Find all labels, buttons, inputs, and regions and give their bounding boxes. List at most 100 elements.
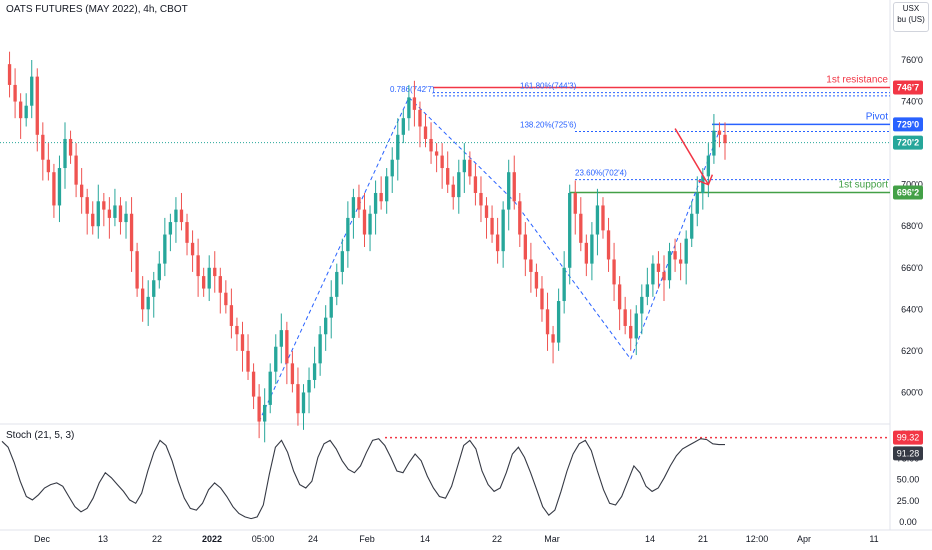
- candle-body: [351, 197, 356, 218]
- fib-label: 161.80%(744'3): [520, 82, 577, 91]
- price-tick-label: 640'0: [901, 304, 923, 314]
- level-price-tag-bg: [893, 185, 923, 200]
- currency-unit-button[interactable]: USX bu (US): [893, 2, 929, 32]
- candle-body: [129, 213, 134, 252]
- price-tick-label: 700'0: [901, 180, 923, 190]
- currency-label: USX: [902, 4, 920, 13]
- candle-body: [63, 138, 67, 169]
- candle-body: [568, 192, 572, 268]
- level-label: 1st support: [839, 179, 889, 190]
- time-tick-label: 14: [645, 534, 655, 544]
- fib-label: 23.60%(702'4): [575, 169, 627, 178]
- candle-body: [595, 205, 600, 235]
- chart-title: OATS FUTURES (MAY 2022), 4h, CBOT: [6, 4, 188, 15]
- candle-body: [695, 192, 699, 214]
- level-price-tag: 696'2: [897, 187, 919, 197]
- candle-body: [74, 155, 78, 185]
- candle-body: [523, 234, 528, 260]
- time-tick-label: 14: [420, 534, 430, 544]
- candle-body: [579, 213, 583, 243]
- candle-body: [279, 330, 283, 347]
- candle-body: [407, 97, 411, 119]
- candle-body: [601, 205, 605, 231]
- candle-body: [490, 217, 494, 235]
- projection-arrow: [674, 128, 710, 186]
- candle-body: [268, 371, 272, 405]
- candle-body: [240, 334, 245, 351]
- candle-body: [312, 363, 317, 380]
- candle-body: [418, 109, 422, 127]
- candle-body: [41, 134, 45, 160]
- candle-body: [706, 155, 711, 177]
- candle-body: [451, 184, 455, 198]
- candle-body: [701, 176, 705, 193]
- candle-body: [285, 330, 289, 364]
- candle-body: [229, 305, 234, 326]
- stoch-title: Stoch (21, 5, 3): [6, 430, 75, 441]
- candle-body: [656, 263, 661, 272]
- candle-body: [318, 334, 322, 364]
- candle-body: [612, 259, 616, 285]
- candle-body: [246, 350, 250, 372]
- candle-body: [296, 384, 300, 414]
- candle-body: [518, 201, 522, 235]
- candle-body: [113, 205, 117, 218]
- time-tick-label: 22: [152, 534, 162, 544]
- time-tick-label: 2022: [202, 534, 222, 544]
- candle-body: [551, 334, 555, 343]
- candle-body: [96, 201, 100, 227]
- candle-body: [307, 379, 311, 393]
- fib-label: 0.786(742'7): [390, 85, 435, 94]
- candle-body: [678, 259, 683, 264]
- candle-body: [673, 251, 677, 260]
- candle-body: [68, 138, 73, 156]
- candle-body: [13, 84, 17, 102]
- pattern-leg: [513, 200, 632, 360]
- price-tick-label: 740'0: [901, 97, 923, 107]
- candle-body: [540, 288, 544, 310]
- candle-body: [606, 230, 611, 260]
- candle-body: [629, 325, 633, 339]
- candle-body: [301, 392, 306, 414]
- projection-arrow-head: [698, 174, 714, 186]
- candle-body: [157, 263, 161, 281]
- pattern-leg: [258, 97, 410, 422]
- candle-body: [667, 251, 672, 281]
- stoch-line: [1, 438, 725, 520]
- candle-body: [390, 159, 394, 177]
- candle-body: [468, 159, 472, 177]
- candle-body: [118, 205, 123, 223]
- candle-body: [662, 271, 666, 281]
- candle-body: [412, 97, 417, 110]
- candle-body: [224, 292, 228, 306]
- time-tick-label: 11: [869, 534, 878, 544]
- candle-body: [91, 213, 95, 227]
- candle-body: [712, 130, 716, 156]
- candle-body: [423, 126, 428, 139]
- candle-body: [263, 404, 267, 422]
- candle-body: [534, 271, 539, 289]
- candle-body: [545, 309, 550, 335]
- candle-body: [30, 76, 34, 106]
- candle-body: [7, 64, 12, 85]
- candle-body: [401, 118, 405, 135]
- candle-body: [507, 172, 511, 210]
- candle-body: [24, 105, 28, 119]
- candle-body: [379, 192, 383, 202]
- time-tick-label: Dec: [34, 534, 51, 544]
- time-tick-label: Mar: [544, 534, 560, 544]
- candle-body: [529, 259, 533, 272]
- candle-body: [79, 184, 84, 198]
- stoch-tick-label: 50.00: [897, 475, 920, 485]
- candle-body: [174, 209, 178, 223]
- unit-label: bu (US): [897, 15, 925, 24]
- candle-body: [440, 155, 444, 169]
- time-tick-label: Feb: [359, 534, 375, 544]
- pattern-leg: [408, 97, 515, 202]
- candle-body: [213, 267, 217, 277]
- candle-body: [479, 192, 483, 206]
- candle-body: [645, 284, 650, 297]
- time-tick-label: 13: [98, 534, 108, 544]
- candle-body: [35, 76, 39, 135]
